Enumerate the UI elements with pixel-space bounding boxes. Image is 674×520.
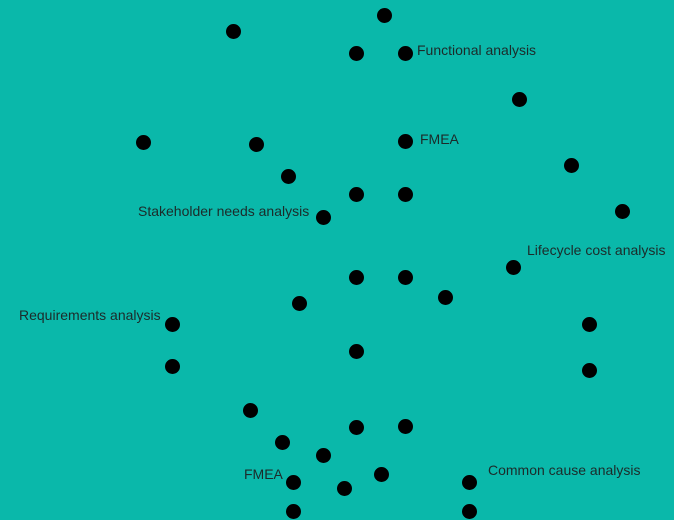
node-lifecycle-cost-analysis [505, 259, 521, 275]
node [274, 434, 290, 450]
node [348, 45, 364, 61]
node [291, 295, 307, 311]
node [511, 91, 527, 107]
node-functional-analysis [397, 45, 413, 61]
label-functional-analysis: Functional analysis [417, 42, 537, 58]
node-requirements-analysis [164, 316, 180, 332]
node [437, 289, 453, 305]
node [315, 447, 331, 463]
node [285, 503, 301, 519]
node [280, 168, 296, 184]
node [376, 7, 392, 23]
node [373, 466, 389, 482]
label-stakeholder-needs-analysis: Stakeholder needs analysis [138, 203, 310, 219]
node [336, 480, 352, 496]
label-fmea-bottom: FMEA [244, 466, 283, 482]
node [397, 418, 413, 434]
node-fmea-top [397, 133, 413, 149]
node [348, 419, 364, 435]
node-stakeholder-needs-analysis [315, 209, 331, 225]
node [348, 343, 364, 359]
node [614, 203, 630, 219]
label-fmea-top: FMEA [420, 131, 459, 147]
node [397, 269, 413, 285]
label-lifecycle-cost-analysis: Lifecycle cost analysis [527, 242, 666, 258]
node [348, 186, 364, 202]
node-fmea-bottom [285, 474, 301, 490]
label-common-cause-analysis: Common cause analysis [488, 462, 641, 478]
node [248, 136, 264, 152]
node [397, 186, 413, 202]
node [563, 157, 579, 173]
node [348, 269, 364, 285]
node [242, 402, 258, 418]
label-requirements-analysis: Requirements analysis [19, 307, 161, 323]
node-common-cause-analysis [461, 474, 477, 490]
node [225, 23, 241, 39]
node [164, 358, 180, 374]
node [581, 316, 597, 332]
node [135, 134, 151, 150]
node [581, 362, 597, 378]
node [461, 503, 477, 519]
